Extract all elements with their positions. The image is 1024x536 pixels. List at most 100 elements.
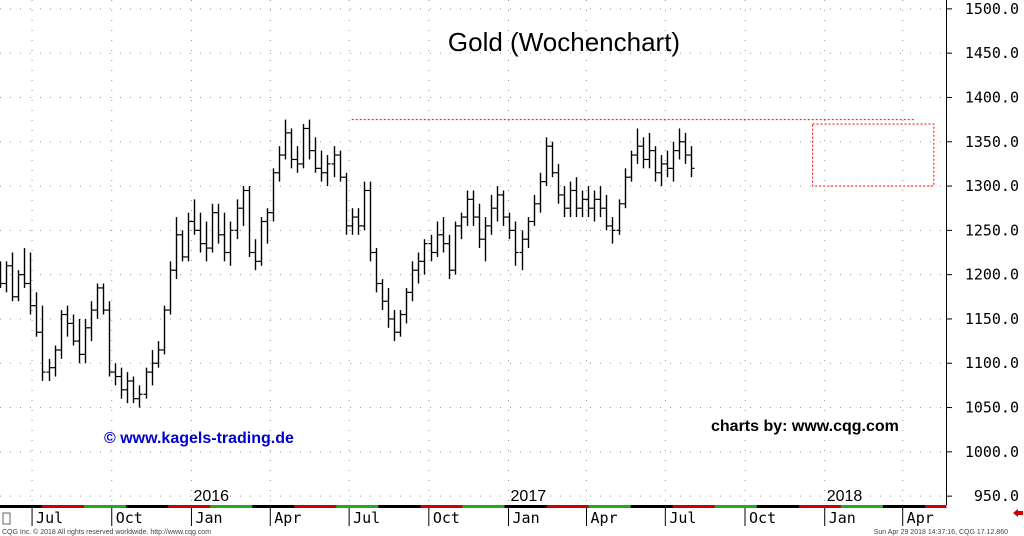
ohlc-bar: [676, 128, 683, 160]
ohlc-bar: [434, 221, 441, 257]
ohlc-bar: [167, 261, 174, 315]
price-axis[interactable]: 1500.0 1450.0 1400.0 1350.0 1300.0 1250.0 1200…: [946, 0, 1019, 505]
axis-strip-segment: [473, 505, 485, 508]
axis-strip-segment: [210, 505, 222, 508]
axis-strip-segment: [693, 505, 705, 508]
ohlc-bar: [191, 199, 198, 235]
time-axis[interactable]: Jul Oct Jan Apr Jul Oct Jan Apr Jul Oct Jan Apr 2016…: [31, 488, 934, 527]
axis-strip-segment: [388, 505, 400, 508]
time-tick-label: Oct: [433, 509, 460, 527]
axis-strip-segment: [914, 505, 926, 508]
axis-strip-segment: [0, 505, 12, 508]
axis-strip-segment: [420, 505, 432, 508]
axis-strip-segment: [924, 505, 936, 508]
ohlc-bar: [531, 194, 538, 226]
ohlc-bar: [318, 150, 325, 182]
axis-strip-segment: [557, 505, 569, 508]
ohlc-bar: [628, 150, 635, 182]
price-tick-label: 1450.0: [965, 44, 1019, 62]
price-tick-label: 1300.0: [965, 177, 1019, 195]
axis-strip-segment: [367, 505, 379, 508]
axis-strip-segment: [52, 505, 64, 508]
ohlc-bar: [88, 301, 95, 342]
ohlc-bar: [634, 128, 641, 164]
axis-strip-segment: [714, 505, 726, 508]
scroll-right-arrow-icon[interactable]: [1013, 509, 1023, 517]
axis-strip-segment: [231, 505, 243, 508]
axis-strip-segment: [336, 505, 348, 508]
ohlc-bar: [403, 287, 410, 324]
axis-strip-segment: [346, 505, 358, 508]
time-tick-label: Jul: [36, 509, 63, 527]
ohlc-bar: [0, 261, 4, 288]
ohlc-bar: [252, 239, 259, 271]
axis-strip-segment: [798, 505, 810, 508]
ohlc-bar: [130, 376, 137, 404]
axis-strip-segment: [651, 505, 663, 508]
ohlc-bar: [355, 208, 362, 235]
ohlc-bar: [385, 287, 392, 328]
ohlc-bar: [64, 305, 71, 337]
ohlc-bar: [70, 314, 77, 346]
ohlc-bar: [349, 208, 356, 235]
ohlc-bar: [52, 345, 59, 377]
scroll-box-icon[interactable]: [2, 512, 11, 525]
axis-strip-segment: [515, 505, 527, 508]
axis-strip-segment: [483, 505, 495, 508]
axis-strip-segment: [609, 505, 621, 508]
ohlc-bar: [149, 349, 156, 386]
ohlc-bar: [652, 146, 659, 182]
time-tick-label: Jul: [669, 509, 696, 527]
axis-strip-segment: [935, 505, 947, 508]
axis-strip-segment: [578, 505, 590, 508]
ohlc-bar: [276, 146, 283, 182]
axis-strip-segment: [10, 505, 22, 508]
axis-strip-segment: [882, 505, 894, 508]
ohlc-bar: [543, 137, 550, 187]
ohlc-bar: [3, 261, 10, 293]
ohlc-bar: [136, 385, 143, 408]
axis-strip-segment: [746, 505, 758, 508]
ohlc-bar: [585, 186, 592, 218]
ohlc-bar: [331, 146, 338, 178]
ohlc-bar: [270, 168, 277, 222]
ohlc-bar: [512, 221, 519, 266]
ohlc-bar: [549, 141, 556, 178]
ohlc-bar: [482, 217, 489, 262]
axis-strip-segment: [641, 505, 653, 508]
price-tick-label: 950.0: [974, 487, 1019, 505]
axis-strip-segment: [42, 505, 54, 508]
ohlc-bar: [33, 292, 40, 337]
axis-strip-segment: [252, 505, 264, 508]
ohlc-bar: [458, 212, 465, 240]
axis-strip-segment: [220, 505, 232, 508]
ohlc-bar: [421, 239, 428, 275]
axis-strip-segment: [599, 505, 611, 508]
axis-strip-segment: [451, 505, 463, 508]
axis-strip-segment: [662, 505, 674, 508]
price-tick-label: 1400.0: [965, 88, 1019, 106]
axis-strip-segment: [157, 505, 169, 508]
price-tick-label: 1050.0: [965, 399, 1019, 417]
ohlc-bar: [476, 203, 483, 249]
axis-strip-segment: [840, 505, 852, 508]
ohlc-bar: [500, 190, 507, 226]
ohlc-bar: [143, 367, 150, 399]
ohlc-bar: [112, 363, 119, 386]
consolidation-box: [812, 123, 935, 187]
ohlc-bar: [100, 283, 107, 315]
ohlc-bar: [603, 194, 610, 231]
axis-strip-segment: [462, 505, 474, 508]
axis-strip-segment: [294, 505, 306, 508]
axis-strip-segment: [809, 505, 821, 508]
axis-strip-segment: [620, 505, 632, 508]
axis-strip-segment: [126, 505, 138, 508]
ohlc-bar: [379, 279, 386, 311]
axis-strip-segment: [283, 505, 295, 508]
axis-strip-segment: [262, 505, 274, 508]
ohlc-bar: [27, 252, 34, 315]
axis-strip-segment: [325, 505, 337, 508]
axis-strip-segment: [115, 505, 127, 508]
